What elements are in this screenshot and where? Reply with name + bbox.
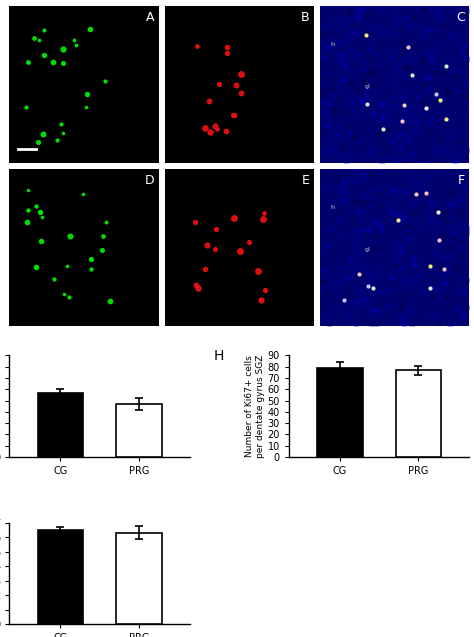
Bar <box>317 368 363 457</box>
Text: h: h <box>330 204 335 210</box>
Bar <box>116 404 162 457</box>
Y-axis label: Number of Ki67+ cells
per dentate gyrus SGZ: Number of Ki67+ cells per dentate gyrus … <box>246 354 265 458</box>
Text: C: C <box>456 11 465 24</box>
Text: h: h <box>330 41 335 47</box>
Bar <box>38 530 83 624</box>
Text: B: B <box>301 11 310 24</box>
Text: gl: gl <box>365 84 371 89</box>
Text: gl: gl <box>365 247 371 252</box>
Text: F: F <box>458 174 465 187</box>
Bar <box>396 370 441 457</box>
Bar <box>116 533 162 624</box>
Bar <box>38 392 83 457</box>
Text: E: E <box>301 174 310 187</box>
Text: H: H <box>213 349 224 363</box>
Text: A: A <box>146 11 154 24</box>
Text: D: D <box>145 174 154 187</box>
